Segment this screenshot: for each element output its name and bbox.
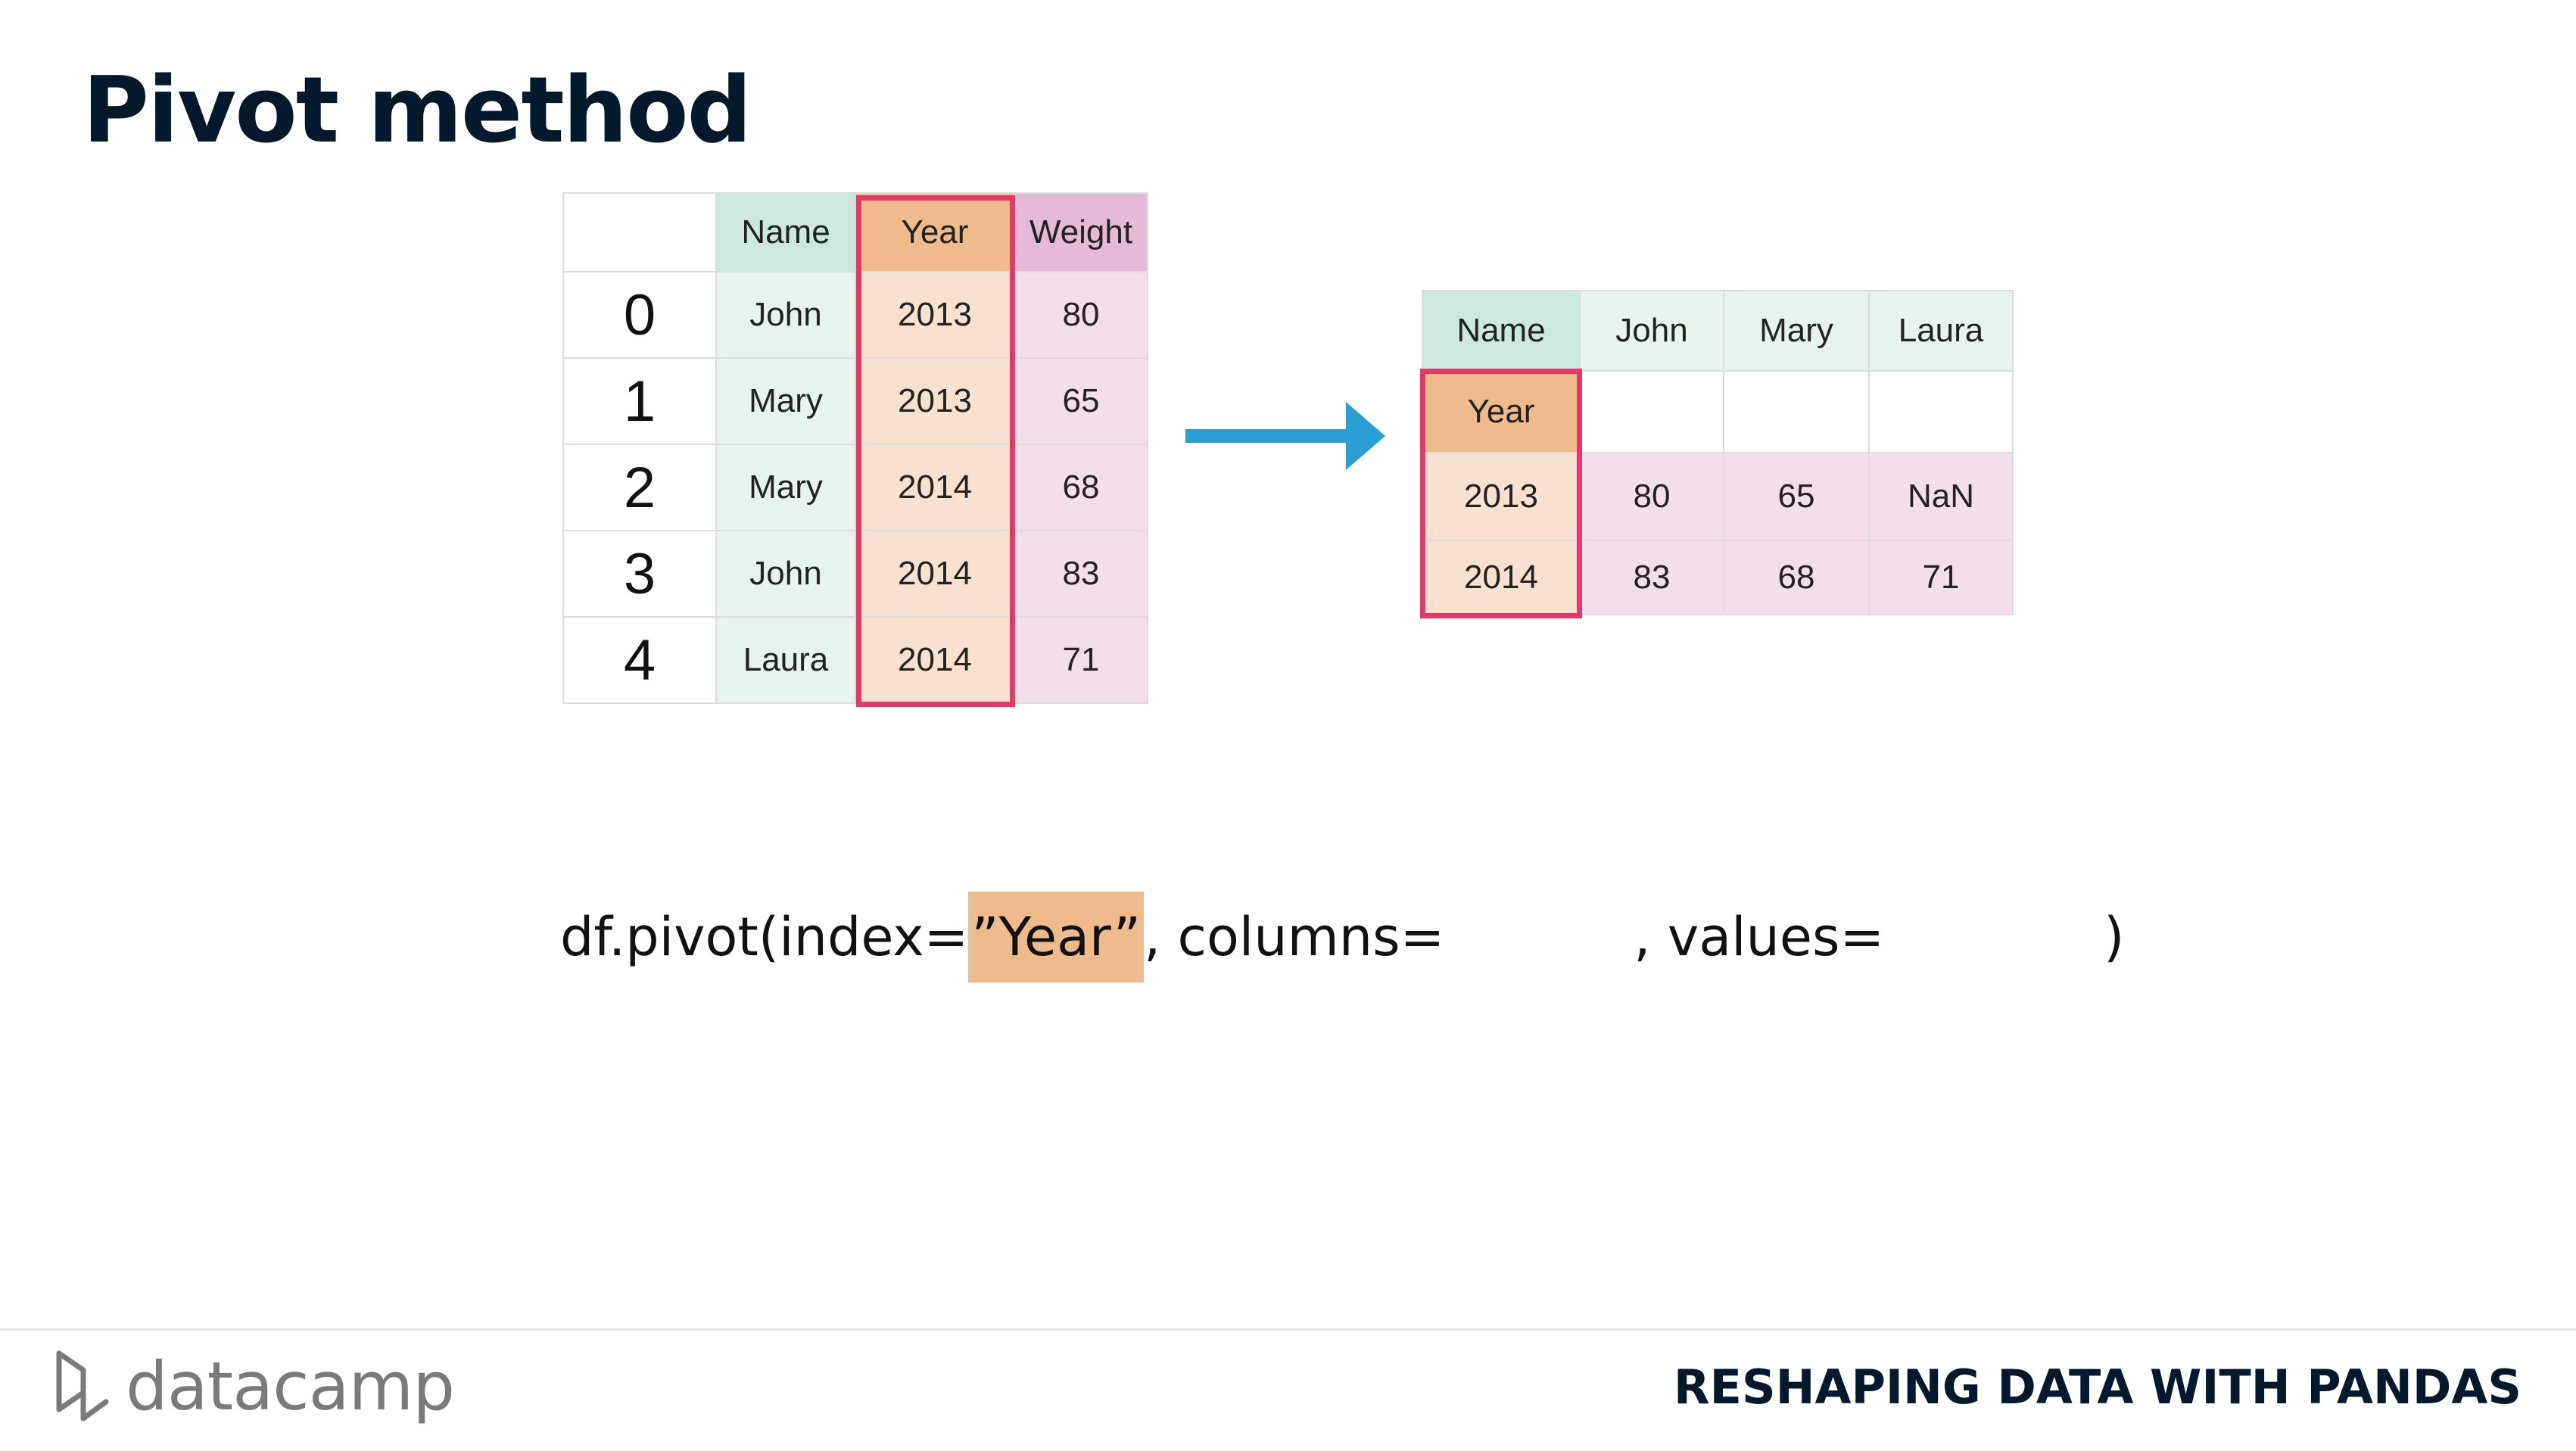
cell-year: 2014 bbox=[855, 444, 1015, 531]
code-values-part: , values= bbox=[1634, 906, 1885, 968]
columns-label-cell: Name bbox=[1422, 290, 1581, 372]
empty-cell bbox=[1723, 370, 1870, 453]
row-index: 3 bbox=[562, 530, 717, 618]
cell-name: John bbox=[715, 271, 856, 359]
row-index-cell: 2013 bbox=[1422, 452, 1581, 541]
code-prefix: df.pivot(index= bbox=[560, 906, 969, 968]
empty-cell bbox=[1579, 370, 1724, 453]
cell-year: 2014 bbox=[855, 616, 1015, 704]
cell-weight: 71 bbox=[1014, 616, 1148, 704]
row-index-cell: 2014 bbox=[1422, 540, 1581, 615]
corner-cell bbox=[562, 192, 717, 272]
value-cell: NaN bbox=[1868, 452, 2014, 541]
cell-weight: 80 bbox=[1014, 271, 1148, 359]
row-index: 2 bbox=[562, 444, 717, 531]
code-suffix: ) bbox=[2104, 906, 2125, 968]
cell-name: John bbox=[715, 530, 856, 618]
cell-name: Mary bbox=[715, 357, 856, 445]
course-title: RESHAPING DATA WITH PANDAS bbox=[1673, 1359, 2521, 1415]
empty-cell bbox=[1868, 370, 2014, 453]
cell-year: 2014 bbox=[855, 530, 1015, 618]
column-header: John bbox=[1579, 290, 1724, 372]
cell-weight: 83 bbox=[1014, 530, 1148, 618]
value-cell: 71 bbox=[1868, 540, 2014, 615]
code-index-arg: ”Year” bbox=[968, 892, 1144, 982]
slide-title: Pivot method bbox=[83, 58, 752, 163]
header-weight: Weight bbox=[1014, 192, 1148, 272]
footer-divider bbox=[0, 1328, 2576, 1331]
row-index: 0 bbox=[562, 271, 717, 359]
cell-weight: 68 bbox=[1014, 444, 1148, 531]
datacamp-logo: datacamp bbox=[53, 1347, 455, 1425]
column-header: Laura bbox=[1868, 290, 2014, 372]
arrow-right-icon bbox=[1185, 402, 1385, 470]
cell-year: 2013 bbox=[855, 271, 1015, 359]
code-columns-part: , columns= bbox=[1143, 906, 1445, 968]
value-cell: 80 bbox=[1579, 452, 1724, 541]
cell-weight: 65 bbox=[1014, 357, 1148, 445]
value-cell: 83 bbox=[1579, 540, 1724, 615]
cell-name: Mary bbox=[715, 444, 856, 531]
row-index: 4 bbox=[562, 616, 717, 704]
row-index: 1 bbox=[562, 357, 717, 445]
cell-name: Laura bbox=[715, 616, 856, 704]
header-year: Year bbox=[855, 192, 1015, 272]
logo-text: datacamp bbox=[126, 1347, 455, 1425]
value-cell: 65 bbox=[1723, 452, 1870, 541]
value-cell: 68 bbox=[1723, 540, 1870, 615]
header-name: Name bbox=[715, 192, 856, 272]
index-label-cell: Year bbox=[1422, 370, 1581, 453]
cell-year: 2013 bbox=[855, 357, 1015, 445]
datacamp-logo-icon bbox=[56, 1350, 109, 1421]
code-line: df.pivot(index=”Year”, columns= , values=… bbox=[560, 892, 2124, 982]
column-header: Mary bbox=[1723, 290, 1870, 372]
